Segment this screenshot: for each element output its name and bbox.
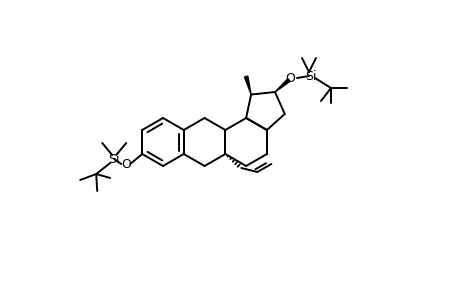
Text: Si: Si: [305, 70, 316, 83]
Polygon shape: [274, 79, 290, 92]
Text: Si: Si: [108, 152, 120, 166]
Text: O: O: [285, 71, 294, 85]
Polygon shape: [244, 76, 251, 94]
Text: O: O: [121, 158, 131, 170]
